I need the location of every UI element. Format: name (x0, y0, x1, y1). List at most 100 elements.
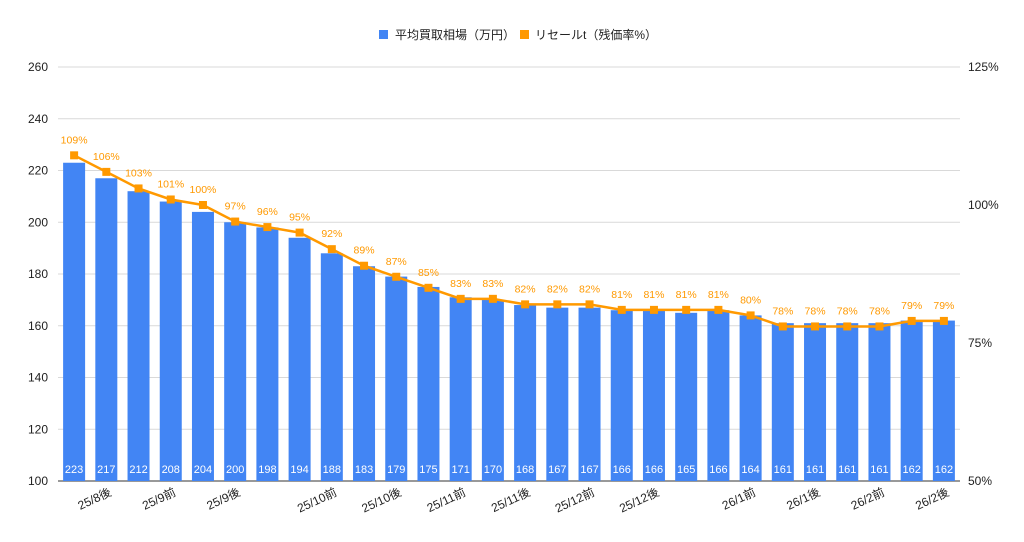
legend-label-bar: 平均買取相場（万円） (395, 28, 515, 42)
y-left-tick-label: 180 (28, 267, 48, 281)
bar (932, 320, 955, 481)
bar (320, 253, 343, 481)
x-tick-label: 26/2後 (913, 485, 951, 513)
bar-data-label: 194 (290, 464, 308, 476)
line-point (327, 245, 336, 254)
bar (449, 297, 472, 481)
bar-data-label: 212 (129, 464, 147, 476)
bar (836, 323, 859, 481)
line-point (166, 195, 175, 204)
line-data-label: 85% (418, 267, 439, 279)
x-tick-label: 25/9前 (140, 484, 178, 513)
bar-data-label: 198 (258, 464, 276, 476)
y-left-tick-label: 120 (28, 422, 48, 436)
bar (417, 286, 440, 481)
bar-data-label: 166 (709, 464, 727, 476)
y-left-tick-label: 160 (28, 319, 48, 333)
line-data-label: 92% (321, 228, 342, 240)
line-point (875, 322, 884, 331)
x-tick-label: 26/1後 (784, 485, 822, 513)
bar (95, 178, 118, 481)
legend-swatch-bar (379, 30, 388, 39)
x-tick-label: 25/11後 (489, 485, 532, 515)
bar-data-label: 170 (484, 464, 502, 476)
bar-data-label: 183 (355, 464, 373, 476)
line-data-label: 83% (450, 278, 471, 290)
line-data-label: 97% (225, 201, 246, 213)
bar-data-label: 208 (162, 464, 180, 476)
line-point (134, 184, 143, 193)
bar (224, 222, 247, 481)
x-tick-label: 26/1前 (719, 484, 757, 513)
line-data-label: 78% (772, 305, 793, 317)
legend: 平均買取相場（万円） リセールt（残価率%） (379, 27, 657, 42)
line-point (521, 300, 530, 309)
bar (900, 320, 923, 481)
line-data-label: 79% (901, 300, 922, 312)
bar (63, 162, 86, 482)
x-tick-label: 25/8後 (76, 485, 114, 513)
line-data-label: 109% (61, 134, 88, 146)
line-data-label: 82% (547, 283, 568, 295)
bar (514, 305, 537, 481)
line-point (617, 305, 626, 314)
line-point (231, 217, 240, 226)
bar-data-label: 161 (870, 464, 888, 476)
bar (610, 310, 633, 481)
bar (481, 299, 504, 481)
line-point (424, 283, 433, 292)
y-left-tick-label: 260 (28, 60, 48, 74)
bar (288, 237, 311, 481)
bar (256, 227, 279, 481)
bar (578, 307, 601, 481)
line-data-label: 79% (933, 300, 954, 312)
line-point (392, 272, 401, 281)
line-point (585, 300, 594, 309)
line-data-label: 83% (482, 278, 503, 290)
line-data-label: 78% (805, 305, 826, 317)
x-tick-label: 25/9後 (204, 485, 242, 513)
line-data-label: 82% (579, 283, 600, 295)
y-right-tick-label: 75% (968, 336, 992, 350)
line-point (714, 305, 723, 314)
line-point (939, 316, 948, 325)
bar-data-label: 165 (677, 464, 695, 476)
bar (353, 266, 376, 481)
bar-data-label: 175 (419, 464, 437, 476)
line-data-label: 101% (157, 178, 184, 190)
y-right-tick-label: 100% (968, 198, 999, 212)
bar-data-label: 164 (741, 464, 759, 476)
line-data-label: 103% (125, 167, 152, 179)
bar-data-label: 162 (902, 464, 920, 476)
x-tick-label: 25/10後 (360, 485, 404, 515)
bar (739, 315, 762, 481)
line-data-label: 106% (93, 151, 120, 163)
line-data-label: 78% (837, 305, 858, 317)
x-tick-label: 25/12後 (617, 485, 661, 515)
bar (642, 310, 665, 481)
y-right-tick-label: 50% (968, 474, 992, 488)
y-right-tick-label: 125% (968, 60, 999, 74)
line-point (682, 305, 691, 314)
line-point (198, 201, 207, 209)
bar-data-label: 179 (387, 464, 405, 476)
line-data-label: 78% (869, 305, 890, 317)
line-point (488, 294, 497, 303)
bar (804, 323, 827, 481)
line-data-label: 81% (676, 289, 697, 301)
y-left-tick-label: 240 (28, 112, 48, 126)
bar (546, 307, 569, 481)
legend-label-line: リセールt（残価率%） (535, 27, 657, 42)
bar (127, 191, 150, 481)
line-data-label: 100% (190, 184, 217, 196)
line-point (102, 167, 111, 176)
y-left-tick-label: 100 (28, 474, 48, 488)
bar-data-label: 223 (65, 464, 83, 476)
x-tick-label: 25/11前 (424, 484, 468, 515)
line-data-label: 81% (643, 289, 664, 301)
line-point (746, 311, 755, 320)
legend-swatch-line (520, 30, 529, 39)
x-tick-label: 25/10前 (295, 484, 339, 515)
